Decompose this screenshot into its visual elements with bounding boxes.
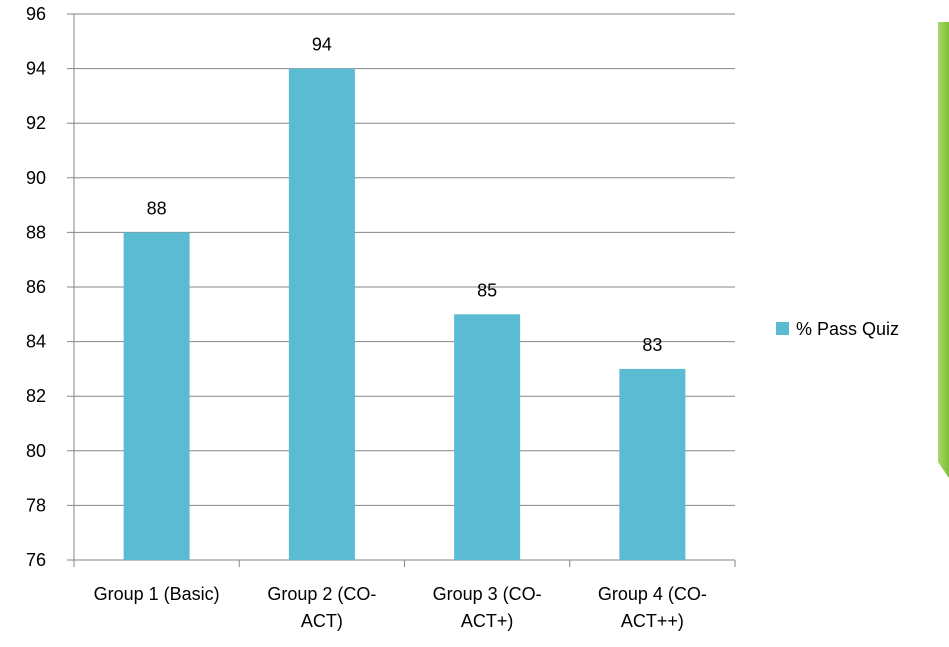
y-tick-label: 78	[26, 495, 46, 515]
category-label-line: Group 2 (CO-	[267, 584, 376, 604]
y-tick-label: 82	[26, 386, 46, 406]
y-tick-label: 92	[26, 113, 46, 133]
y-tick-label: 84	[26, 332, 46, 352]
y-tick-label: 86	[26, 277, 46, 297]
category-label-line: Group 3 (CO-	[433, 584, 542, 604]
y-axis: 76 78 80 82 84 86 88 90 92 94 96	[26, 4, 75, 570]
data-label: 85	[477, 280, 497, 300]
legend-label: % Pass Quiz	[796, 319, 899, 339]
category-label-line: Group 4 (CO-	[598, 584, 707, 604]
data-label: 83	[642, 335, 662, 355]
y-tick-label: 90	[26, 168, 46, 188]
x-axis: Group 1 (Basic) Group 2 (CO- ACT) Group 3 (…	[73, 559, 736, 631]
bars	[123, 68, 686, 560]
decorative-green-strip	[938, 22, 949, 478]
category-label: Group 4 (CO- ACT++)	[598, 584, 707, 631]
y-tick-label: 80	[26, 441, 46, 461]
data-labels: 88 94 85 83	[147, 35, 663, 355]
legend: % Pass Quiz	[776, 319, 899, 339]
category-label-line: ACT+)	[461, 611, 514, 631]
category-label: Group 3 (CO- ACT+)	[433, 584, 542, 631]
data-label: 88	[147, 198, 167, 218]
y-tick-label: 96	[26, 4, 46, 24]
category-label-line: Group 1 (Basic)	[94, 584, 220, 604]
category-label-line: ACT++)	[621, 611, 684, 631]
y-tick-label: 88	[26, 222, 46, 242]
y-tick-label: 94	[26, 59, 46, 79]
bar	[619, 368, 686, 560]
legend-swatch	[776, 322, 789, 335]
data-label: 94	[312, 35, 332, 55]
bar	[454, 314, 521, 560]
y-tick-label: 76	[26, 550, 46, 570]
category-label-line: ACT)	[301, 611, 343, 631]
category-label: Group 2 (CO- ACT)	[267, 584, 376, 631]
category-label: Group 1 (Basic)	[94, 584, 220, 604]
bar	[288, 68, 355, 560]
bar	[123, 232, 190, 560]
